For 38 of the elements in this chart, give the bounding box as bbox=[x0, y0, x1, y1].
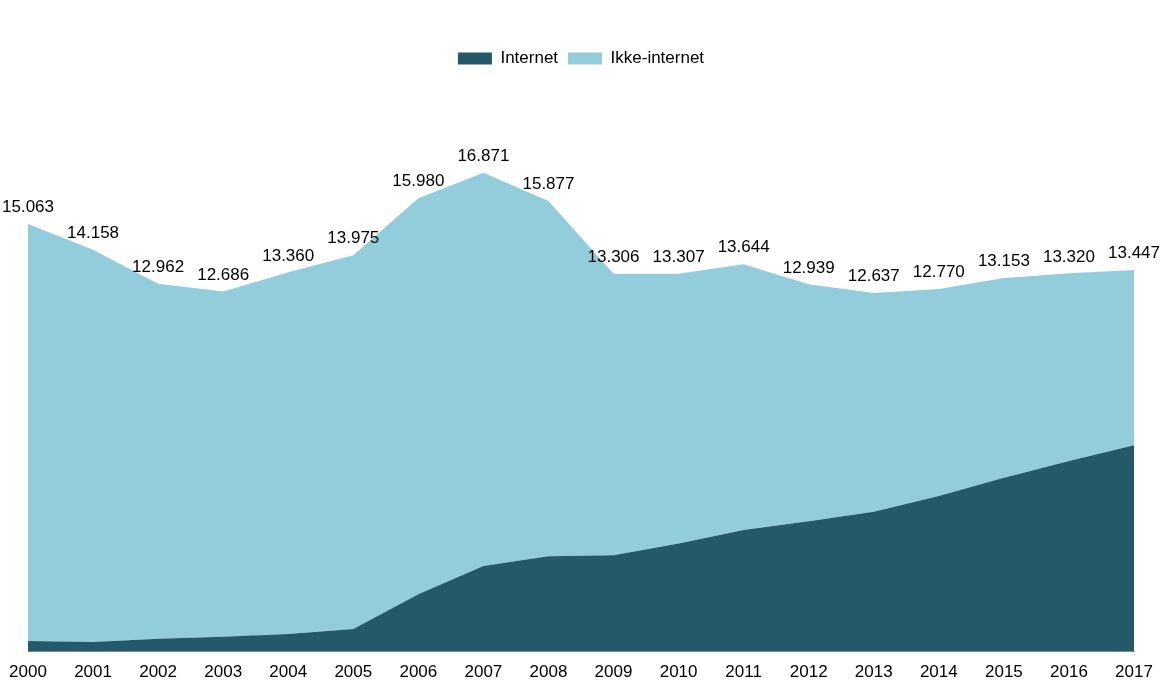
annotation: 12.637 bbox=[847, 266, 900, 286]
x-tick-label: 2007 bbox=[464, 662, 503, 682]
annotation: 13.644 bbox=[717, 237, 770, 257]
x-tick-label: 2009 bbox=[594, 662, 633, 682]
legend-label: Ikke-internet bbox=[610, 48, 705, 68]
annotation: 12.770 bbox=[912, 262, 965, 282]
x-tick-label: 2011 bbox=[725, 662, 762, 682]
annotation: 13.360 bbox=[262, 245, 315, 265]
x-tick-label: 2004 bbox=[269, 662, 308, 682]
x-tick-label: 2012 bbox=[789, 662, 828, 682]
x-tick-label: 2017 bbox=[1115, 662, 1153, 682]
x-tick-label: 2016 bbox=[1050, 662, 1088, 682]
annotation: 12.962 bbox=[132, 257, 185, 277]
annotation: 13.320 bbox=[1042, 246, 1095, 266]
annotation: 13.153 bbox=[977, 251, 1030, 271]
x-tick-label: 2015 bbox=[984, 662, 1023, 682]
x-tick-label: 2002 bbox=[139, 662, 178, 682]
annotation: 13.306 bbox=[587, 246, 640, 266]
annotation: 14.158 bbox=[67, 223, 120, 243]
annotation: 15.877 bbox=[522, 174, 575, 194]
x-tick-label: 2003 bbox=[204, 662, 243, 682]
text: 16.871 bbox=[457, 145, 510, 165]
x-tick-label: 2013 bbox=[854, 662, 893, 682]
annotation: 12.686 bbox=[197, 264, 250, 284]
x-tick-label: 2014 bbox=[919, 662, 958, 682]
legend-label: Internet bbox=[500, 48, 559, 68]
annotation: 13.447 bbox=[1108, 243, 1160, 263]
x-tick-label: 2006 bbox=[399, 662, 438, 682]
annotation: 13.307 bbox=[652, 246, 705, 266]
x-tick-label: 2001 bbox=[74, 662, 112, 682]
x-tick-label: 2010 bbox=[659, 662, 698, 682]
annotation: 15.063 bbox=[2, 197, 54, 217]
annotation: 12.939 bbox=[782, 257, 835, 277]
annotation: 13.975 bbox=[327, 228, 380, 248]
x-tick-label: 2008 bbox=[529, 662, 568, 682]
x-tick-label: 2000 bbox=[9, 662, 47, 682]
annotation: 15.980 bbox=[392, 171, 445, 191]
x-tick-label: 2005 bbox=[334, 662, 373, 682]
